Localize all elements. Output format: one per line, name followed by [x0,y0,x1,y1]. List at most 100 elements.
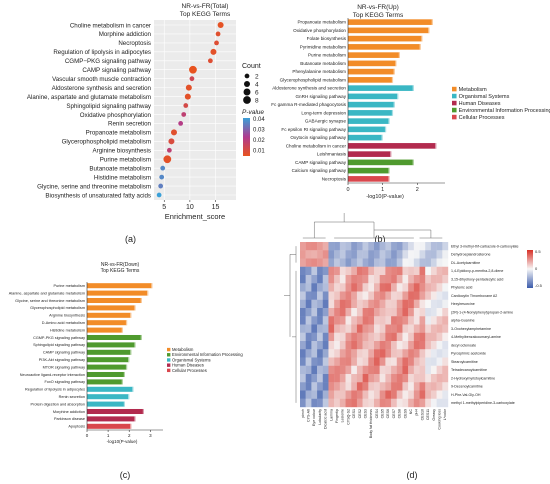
heatmap-cell [391,250,397,259]
heatmap-cell [379,242,386,251]
heatmap-cell [368,316,375,325]
heatmap-cell [430,365,437,375]
panel-c-legend-label: Environmental Information Processing [172,352,243,357]
heatmap-cell [317,341,323,350]
heatmap-cell [419,258,426,267]
panel-b-bar [348,44,421,50]
heatmap-cell [436,398,443,408]
heatmap-cell [351,382,358,391]
heatmap-cell [442,291,449,300]
heatmap-cell [328,250,335,259]
heatmap-cell [385,349,392,358]
heatmap-cell [385,374,392,383]
count-legend-title: Count [242,63,261,70]
heatmap-cell [419,382,426,391]
heatmap-cell [374,349,380,358]
panel-c-legend-swatch [167,358,171,362]
panel-b-bar-cap [388,167,390,174]
panel-c-bar [87,394,130,400]
heatmap-cell [345,324,352,333]
heatmap-cell [345,374,352,383]
heatmap-cell [305,332,312,342]
heatmap-cell [425,291,432,300]
heatmap-cell [345,316,352,325]
heatmap-cell [362,374,369,383]
panel-b-bar [348,167,390,174]
heatmap-row-label: 9-Decenoylcarnitine [451,385,483,389]
heatmap-cell [345,349,352,358]
heatmap-cell [317,382,323,391]
heatmap-cell [322,398,329,408]
heatmap-cell [300,266,306,276]
heatmap-cell [305,374,312,383]
heatmap-cell [413,299,420,309]
heatmap-column-label: CES3 [363,409,367,418]
heatmap-cell [300,299,306,309]
panel-a-point [163,155,172,164]
heatmap-cell [430,316,437,325]
heatmap-column-label: CES4 [375,409,379,418]
heatmap-row-label: 3,15-dihydroxy-pentadecylic acid [451,277,503,281]
heatmap-cell [362,398,369,408]
heatmap-cell [425,374,432,383]
heatmap-cell [408,390,415,399]
panel-c-bar [87,416,136,422]
heatmap-cell [408,299,415,309]
panel-b-category-label: Purine metabolism [308,53,346,58]
heatmap-cell [339,398,346,408]
panel-b-bar-cap [397,93,399,100]
heatmap-cell [334,390,341,399]
heatmap-cell [334,398,341,408]
heatmap-cell [442,341,449,350]
heatmap-cell [379,365,386,375]
heatmap-row-label: Phytenic acid [451,286,472,290]
panel-b-bar [348,101,395,108]
heatmap-cell [391,275,397,284]
heatmap-cell [396,308,403,317]
heatmap-cell [356,341,363,350]
heatmap-cell [419,324,426,333]
heatmap-cell [419,308,426,317]
heatmap-cell [396,398,403,408]
heatmap-cell [408,316,415,325]
heatmap-cell [419,316,426,325]
heatmap-cell [385,266,392,276]
panel-c-legend-swatch [167,363,171,367]
panel-c-category-label: Parkinson disease [54,417,85,421]
heatmap-cell [385,275,392,284]
panel-b-bar-cap [428,27,430,34]
panel-b-bar-cap [419,44,421,50]
heatmap-cell [334,308,341,317]
heatmap-cell [442,374,449,383]
panel-b-bar [348,176,390,182]
heatmap-cell [385,332,392,342]
heatmap-cell [413,382,420,391]
heatmap-cell [442,275,449,284]
panel-c-category-label: Arginine biosynthesis [49,314,85,318]
heatmap-cell [362,324,369,333]
heatmap-cell [413,349,420,358]
heatmap-cell [322,357,329,366]
heatmap-cell [322,390,329,399]
heatmap-cell [317,349,323,358]
heatmap-cell [334,250,341,259]
panel-c-bar [87,312,132,318]
panel-c-bar-cap [128,357,130,363]
panel-a-category-label: Glycerophospholipid metabolism [62,139,151,146]
heatmap-column-label: CES9 [403,409,407,418]
heatmap-cell [300,332,306,342]
heatmap-row-label: H-Phe-Val-Gly-OH [451,393,481,397]
heatmap-cell [356,316,363,325]
heatmap-cell [396,266,403,276]
heatmap-cell [368,382,375,391]
heatmap-cell [345,299,352,309]
heatmap-cell [351,266,358,276]
heatmap-cell [328,291,335,300]
heatmap-row-label: decyl octenoate [451,343,476,347]
panel-c-bar [87,379,123,385]
heatmap-cell [305,275,312,284]
panel-b-category-label: Propanoate metabolism [297,20,346,25]
panel-c-bar-cap [151,283,153,289]
heatmap-cell [328,374,335,383]
heatmap-cell [396,374,403,383]
